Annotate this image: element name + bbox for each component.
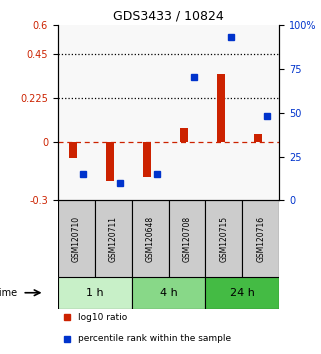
Text: GSM120715: GSM120715 — [219, 216, 229, 262]
Bar — [58, 200, 95, 276]
Bar — [69, 142, 77, 158]
Bar — [180, 128, 188, 142]
Bar — [95, 200, 132, 276]
Text: percentile rank within the sample: percentile rank within the sample — [78, 334, 231, 343]
Text: 24 h: 24 h — [230, 288, 255, 298]
Bar — [205, 276, 279, 309]
Text: 1 h: 1 h — [86, 288, 103, 298]
Bar — [143, 142, 151, 177]
Text: log10 ratio: log10 ratio — [78, 313, 127, 322]
Text: GSM120711: GSM120711 — [108, 216, 118, 262]
Bar — [58, 276, 132, 309]
Bar — [254, 134, 262, 142]
Bar — [242, 200, 279, 276]
Bar — [217, 74, 225, 142]
Bar — [132, 200, 169, 276]
Text: 4 h: 4 h — [160, 288, 178, 298]
Text: time: time — [0, 288, 18, 298]
Bar — [169, 200, 205, 276]
Bar — [106, 142, 114, 181]
Bar — [205, 200, 242, 276]
Bar — [132, 276, 205, 309]
Text: GSM120710: GSM120710 — [72, 216, 81, 262]
Text: GSM120648: GSM120648 — [145, 216, 155, 262]
Text: GSM120708: GSM120708 — [182, 216, 192, 262]
Text: GSM120716: GSM120716 — [256, 216, 265, 262]
Title: GDS3433 / 10824: GDS3433 / 10824 — [113, 9, 224, 22]
